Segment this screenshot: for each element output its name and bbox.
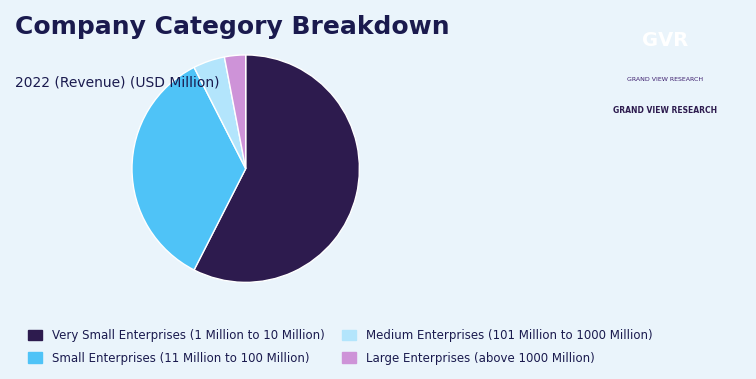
Text: GRAND VIEW RESEARCH: GRAND VIEW RESEARCH bbox=[627, 77, 703, 82]
Wedge shape bbox=[132, 67, 246, 270]
Wedge shape bbox=[194, 55, 359, 282]
Text: GRAND VIEW RESEARCH: GRAND VIEW RESEARCH bbox=[613, 106, 717, 115]
Wedge shape bbox=[225, 55, 246, 169]
Legend: Very Small Enterprises (1 Million to 10 Million), Small Enterprises (11 Million : Very Small Enterprises (1 Million to 10 … bbox=[23, 324, 657, 369]
Text: GVR: GVR bbox=[642, 31, 689, 50]
Text: 2022 (Revenue) (USD Million): 2022 (Revenue) (USD Million) bbox=[15, 76, 220, 90]
Text: Company Category Breakdown: Company Category Breakdown bbox=[15, 15, 450, 39]
Wedge shape bbox=[194, 57, 246, 169]
